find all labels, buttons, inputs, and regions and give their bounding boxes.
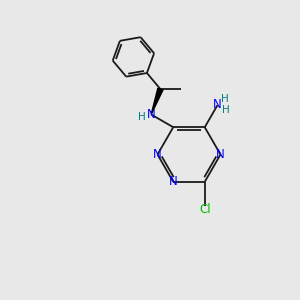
Polygon shape bbox=[151, 88, 163, 115]
Text: H: H bbox=[221, 94, 229, 103]
Text: H: H bbox=[138, 112, 146, 122]
Text: H: H bbox=[222, 105, 230, 115]
Text: N: N bbox=[169, 175, 178, 188]
Text: N: N bbox=[213, 98, 222, 111]
Text: N: N bbox=[216, 148, 225, 161]
Text: N: N bbox=[153, 148, 162, 161]
Text: Cl: Cl bbox=[199, 203, 211, 216]
Text: N: N bbox=[147, 108, 155, 121]
